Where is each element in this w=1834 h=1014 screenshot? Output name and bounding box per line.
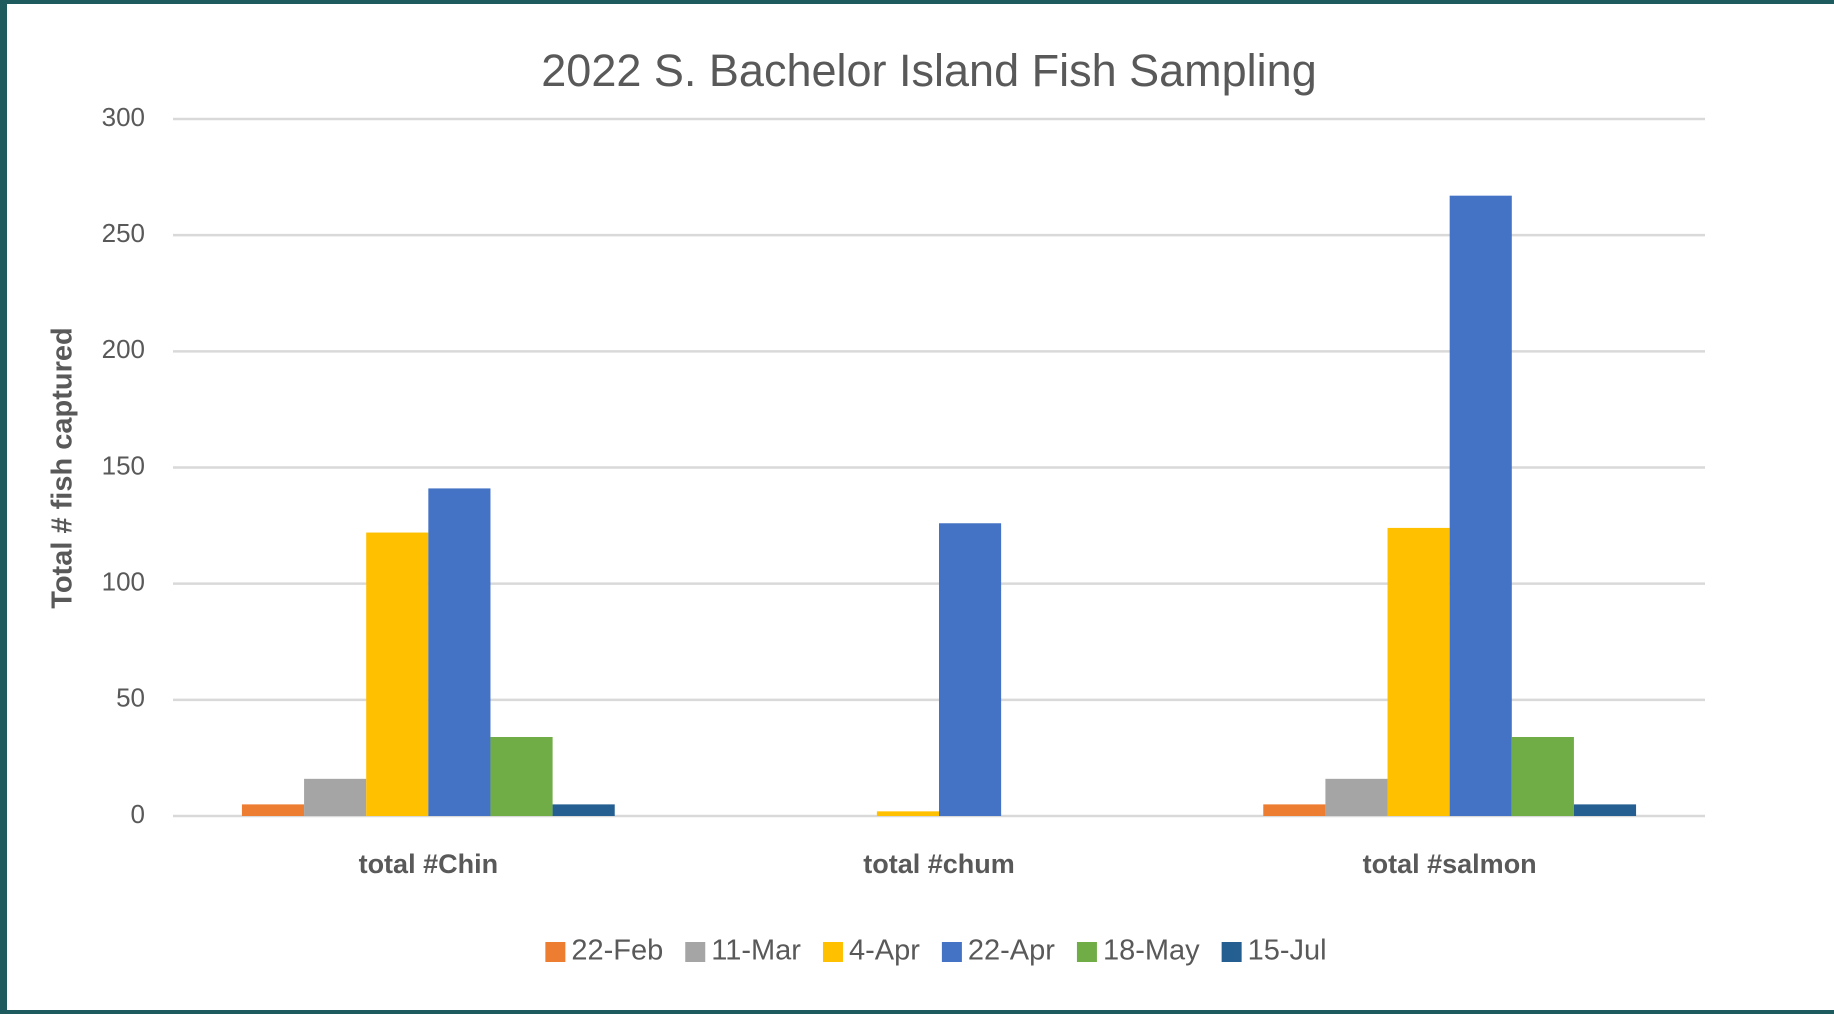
bar [1387,527,1450,816]
legend-label: 4-Apr [849,935,920,967]
y-tick-label: 250 [102,218,145,248]
x-tick-label: total #chum [863,849,1015,879]
legend-swatch [685,942,706,962]
bar [241,804,305,816]
y-tick-label: 0 [131,799,145,829]
y-tick-label: 300 [102,102,145,132]
bar [304,778,367,816]
bar [1573,804,1637,816]
legend-label: 15-Jul [1248,935,1327,967]
bar [1325,778,1388,816]
bar [428,488,491,816]
bar [490,737,553,816]
bar [552,804,615,816]
legend-swatch [822,942,843,962]
legend-swatch [545,942,566,962]
chart-title: 2022 S. Bachelor Island Fish Sampling [541,45,1316,96]
bar [876,811,939,816]
legend-swatch [941,942,962,962]
bar [366,532,429,816]
y-tick-label: 150 [102,450,145,480]
chart-background [7,4,1834,1010]
bar [1263,804,1326,816]
x-tick-label: total #salmon [1363,849,1537,879]
y-axis-label: Total # fish captured [47,327,79,608]
bar [1511,737,1574,816]
legend-label: 22-Apr [968,935,1055,967]
x-tick-label: total #Chin [359,849,499,879]
y-tick-label: 200 [102,334,145,364]
legend-swatch [1076,942,1097,962]
bar [939,523,1002,816]
y-tick-label: 50 [116,683,145,713]
legend-label: 11-Mar [711,935,801,967]
bar [1449,195,1512,817]
legend-swatch [1221,942,1242,962]
legend-label: 18-May [1103,935,1200,967]
y-tick-label: 100 [102,567,145,597]
legend-label: 22-Feb [571,935,663,967]
